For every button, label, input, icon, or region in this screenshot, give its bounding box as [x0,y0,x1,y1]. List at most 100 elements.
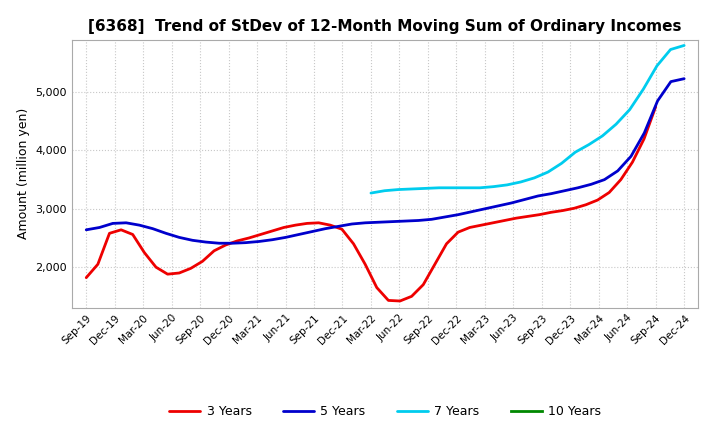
3 Years [523,214,532,219]
5 Years [626,154,635,159]
5 Years [454,212,463,217]
3 Years [291,223,300,228]
7 Years [530,175,539,180]
7 Years [598,133,607,139]
7 Years [585,142,593,147]
5 Years [122,220,130,225]
Legend: 3 Years, 5 Years, 7 Years, 10 Years: 3 Years, 5 Years, 7 Years, 10 Years [164,400,606,423]
3 Years [396,298,405,304]
5 Years [268,237,276,242]
3 Years [570,205,579,211]
3 Years [210,248,218,253]
5 Years [653,98,662,103]
5 Years [161,231,170,236]
3 Years [465,225,474,230]
5 Years [680,76,688,81]
5 Years [255,239,264,244]
5 Years [82,227,91,232]
5 Years [374,220,383,225]
3 Years [454,230,462,235]
3 Years [279,225,288,230]
3 Years [477,223,486,228]
Title: [6368]  Trend of StDev of 12-Month Moving Sum of Ordinary Incomes: [6368] Trend of StDev of 12-Month Moving… [89,19,682,34]
7 Years [449,185,457,191]
5 Years [521,197,529,202]
7 Years [666,47,675,52]
3 Years [593,198,602,203]
5 Years [348,221,356,227]
3 Years [94,262,102,267]
3 Years [245,235,253,241]
3 Years [512,216,521,221]
5 Years [494,203,503,209]
5 Years [507,200,516,205]
3 Years [175,270,184,275]
3 Years [431,262,439,267]
3 Years [140,250,148,255]
3 Years [372,285,381,290]
3 Years [408,293,416,299]
3 Years [605,190,613,195]
3 Years [384,298,392,303]
5 Years [175,235,184,240]
7 Years [489,184,498,189]
5 Years [188,238,197,243]
7 Years [557,161,566,166]
5 Years [228,241,237,246]
5 Years [321,226,330,231]
7 Years [544,169,552,175]
3 Years [221,242,230,248]
7 Years [380,188,389,193]
3 Years [128,232,137,237]
7 Years [435,185,444,191]
5 Years [334,224,343,229]
3 Years [256,232,265,237]
7 Years [421,186,430,191]
3 Years [117,227,125,232]
Line: 5 Years: 5 Years [86,79,684,243]
3 Years [582,202,590,207]
5 Years [135,223,144,228]
5 Years [547,191,556,196]
3 Years [361,262,369,267]
5 Years [202,239,210,245]
3 Years [535,212,544,217]
5 Years [95,225,104,230]
7 Years [476,185,485,191]
7 Years [680,43,688,48]
5 Years [560,188,569,193]
3 Years [559,208,567,213]
5 Years [215,241,223,246]
5 Years [294,232,303,237]
3 Years [302,221,311,226]
3 Years [628,159,636,165]
3 Years [489,220,498,225]
3 Years [546,210,555,215]
3 Years [326,223,335,228]
5 Years [401,218,410,224]
3 Years [105,231,114,236]
5 Years [241,240,250,245]
3 Years [186,266,195,271]
5 Years [414,218,423,223]
5 Years [613,168,622,173]
7 Years [626,107,634,112]
3 Years [616,177,625,182]
5 Years [534,193,542,198]
5 Years [640,130,649,136]
7 Years [408,186,416,191]
5 Years [148,226,157,231]
3 Years [652,104,660,109]
7 Years [366,191,375,196]
7 Years [612,121,621,127]
5 Years [361,220,369,225]
7 Years [639,87,647,92]
3 Years [640,136,649,141]
3 Years [442,241,451,246]
5 Years [480,206,489,212]
7 Years [516,180,525,185]
7 Years [394,187,402,192]
3 Years [500,218,509,223]
7 Years [503,182,511,187]
3 Years [315,220,323,225]
